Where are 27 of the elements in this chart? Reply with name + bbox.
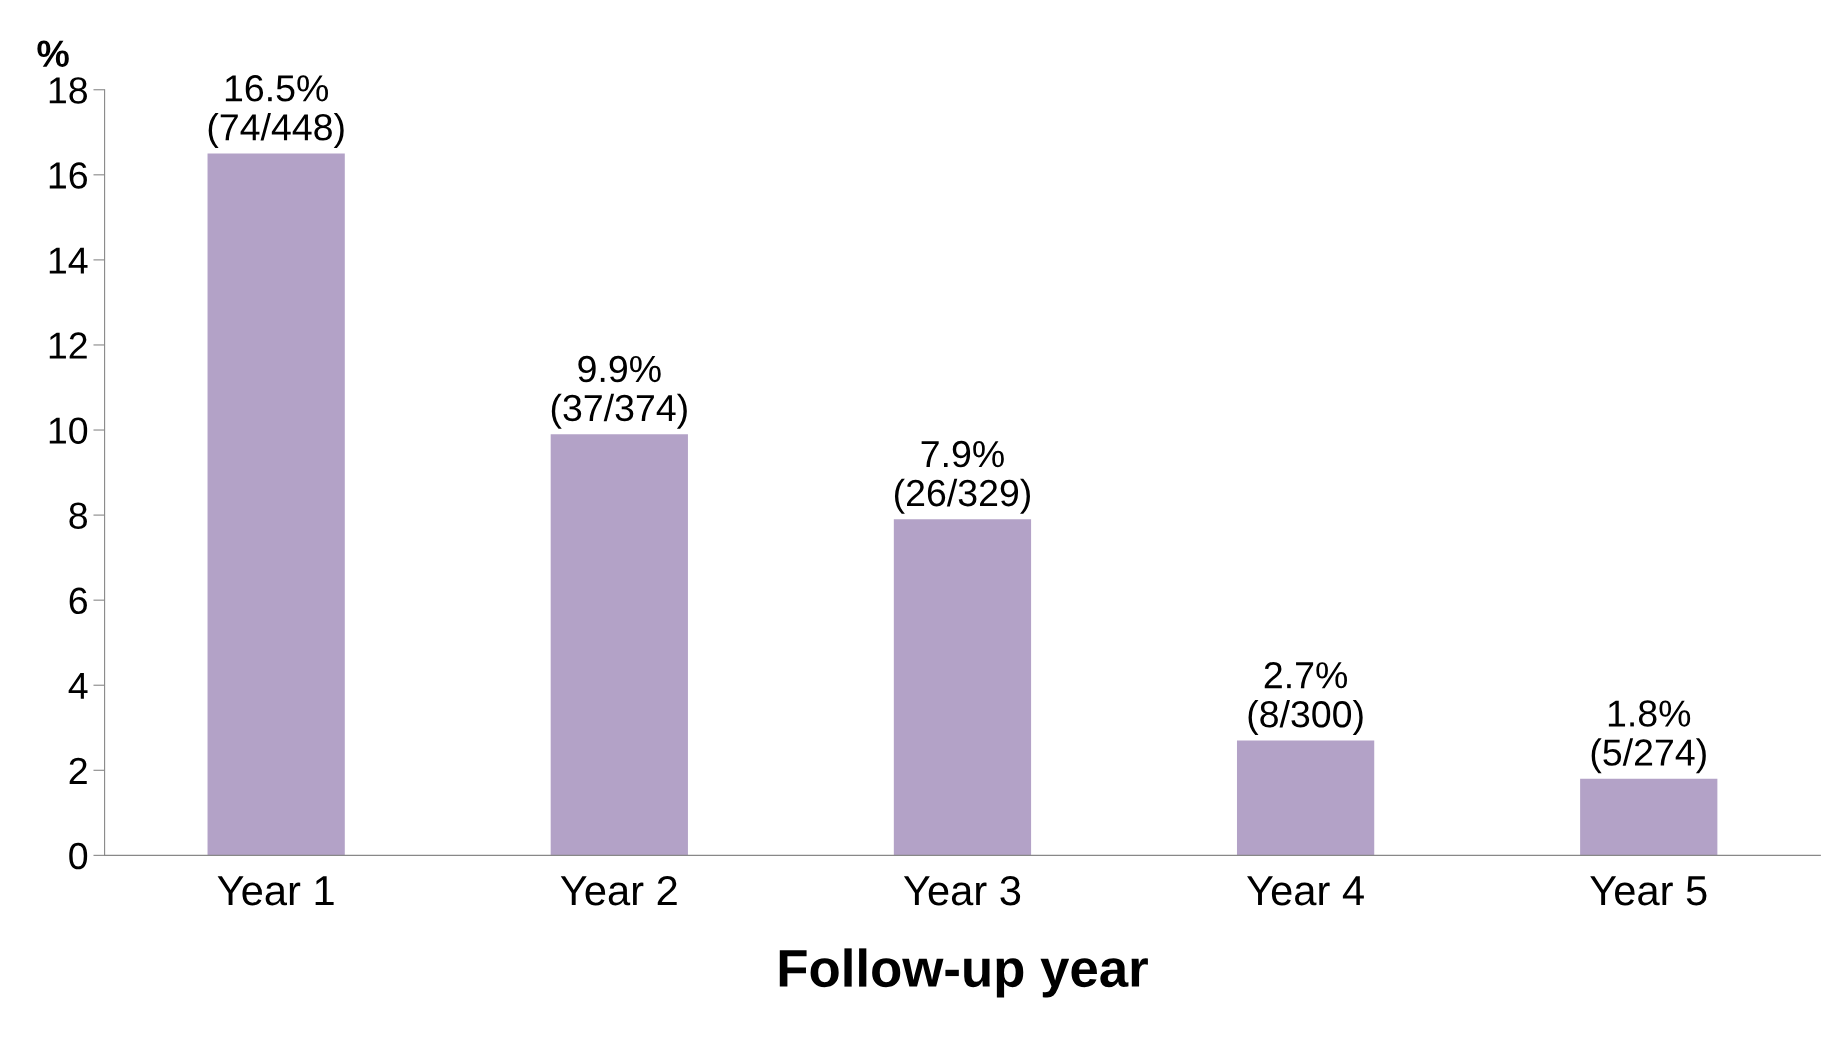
x-tick-label: Year 1 bbox=[217, 876, 334, 906]
y-tick-label: 12 bbox=[49, 332, 87, 359]
x-tick-label: Year 2 bbox=[560, 875, 677, 906]
y-tick-label: 16 bbox=[49, 162, 87, 189]
x-tick-label: Year 5 bbox=[1590, 876, 1707, 906]
y-tick-label: 10 bbox=[49, 417, 88, 444]
bar bbox=[550, 434, 688, 856]
y-tick-label: 4 bbox=[68, 673, 88, 699]
y-tick-label: 0 bbox=[69, 842, 88, 870]
x-tick-label: Year 4 bbox=[1247, 876, 1364, 906]
y-tick-label: 14 bbox=[49, 247, 88, 274]
y-tick-label: 18 bbox=[49, 77, 87, 104]
data-label: 9.9% (37/374) bbox=[551, 355, 687, 429]
x-tick-label: Year 3 bbox=[903, 875, 1021, 906]
data-label: 2.7% (8/300) bbox=[1248, 661, 1363, 735]
y-tick-label: 8 bbox=[69, 502, 87, 530]
y-tick-label: 2 bbox=[69, 757, 87, 784]
y-tick-label: 6 bbox=[69, 587, 87, 615]
y-axis-title: % bbox=[37, 40, 69, 67]
bar bbox=[1236, 740, 1375, 856]
data-label: 16.5% (74/448) bbox=[208, 75, 344, 148]
data-label: 1.8% (5/274) bbox=[1591, 700, 1706, 774]
x-axis-title: Follow-up year bbox=[779, 948, 1148, 998]
bar bbox=[207, 153, 345, 856]
data-label: 7.9% (26/329) bbox=[894, 440, 1030, 514]
bar bbox=[893, 519, 1032, 856]
bar bbox=[1580, 778, 1718, 856]
